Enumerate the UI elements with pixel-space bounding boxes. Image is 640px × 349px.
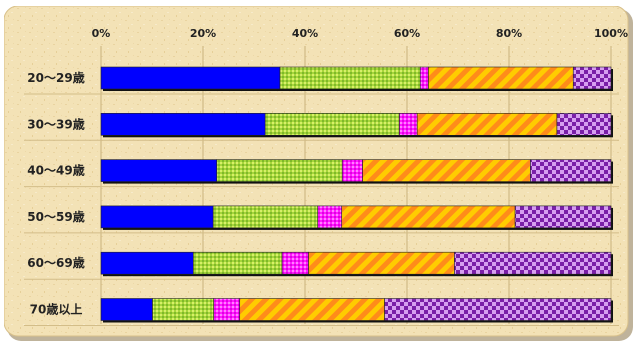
x-tick-label: 40% (292, 27, 318, 40)
bar-segment-series-3 (281, 251, 309, 275)
bar-segment-series-2 (193, 251, 283, 275)
x-axis-tick-labels: 0% 20% 40% 60% 80% 100% (92, 27, 628, 40)
x-tick-label: 100% (594, 27, 628, 40)
bar-segment-series-1 (100, 251, 194, 275)
bar-segment-series-5 (514, 205, 612, 229)
bar-segment-series-5 (556, 113, 612, 136)
bar-segment-series-4 (428, 66, 574, 90)
bar-segment-series-4 (308, 251, 455, 275)
bar-segments (100, 66, 613, 323)
bar-segment-series-3 (399, 113, 418, 136)
bar-segment-series-1 (100, 66, 281, 90)
grid-lines (24, 46, 619, 326)
chart-frame: 0% 20% 40% 60% 80% 100% 20〜29歳 30〜39歳 40〜49歳 50〜… (4, 6, 634, 342)
bar-segment-series-5 (454, 251, 612, 275)
bar-segment-series-4 (362, 159, 531, 182)
bar-segment-series-2 (264, 113, 400, 136)
bar-segment-series-5 (572, 66, 612, 90)
category-label: 30〜39歳 (27, 116, 84, 131)
bar-segment-series-3 (317, 205, 343, 229)
bar-segment-series-1 (100, 113, 266, 136)
bar-segment-series-5 (384, 298, 612, 321)
bar-segment-series-2 (152, 298, 215, 321)
bar-segment-series-2 (279, 66, 421, 90)
bar-segment-series-4 (239, 298, 385, 321)
category-label: 50〜59歳 (27, 209, 84, 224)
bar-segment-series-2 (212, 205, 319, 229)
bar-segment-series-3 (213, 298, 241, 321)
x-tick-label: 0% (92, 27, 111, 40)
category-label: 60〜69歳 (27, 255, 84, 270)
category-label: 40〜49歳 (27, 163, 84, 178)
bar-segment-series-1 (100, 159, 218, 182)
x-tick-label: 60% (394, 27, 420, 40)
category-label: 70歳以上 (30, 302, 83, 317)
category-label: 20〜29歳 (27, 70, 84, 85)
bar-segment-series-5 (530, 159, 612, 182)
bar-segment-series-1 (100, 205, 214, 229)
stacked-bar-chart: 0% 20% 40% 60% 80% 100% 20〜29歳 30〜39歳 40〜49歳 50〜… (4, 6, 633, 341)
bar-segment-series-3 (341, 159, 363, 182)
bar-segment-series-3 (419, 66, 429, 90)
bar-segment-series-4 (416, 113, 558, 136)
category-labels: 20〜29歳 30〜39歳 40〜49歳 50〜59歳 60〜69歳 70歳以上 (27, 70, 84, 317)
bar-segment-series-4 (341, 205, 516, 229)
x-tick-label: 20% (190, 27, 216, 40)
x-tick-label: 80% (496, 27, 522, 40)
bar-segment-series-1 (100, 298, 153, 321)
bar-segment-series-2 (216, 159, 343, 182)
